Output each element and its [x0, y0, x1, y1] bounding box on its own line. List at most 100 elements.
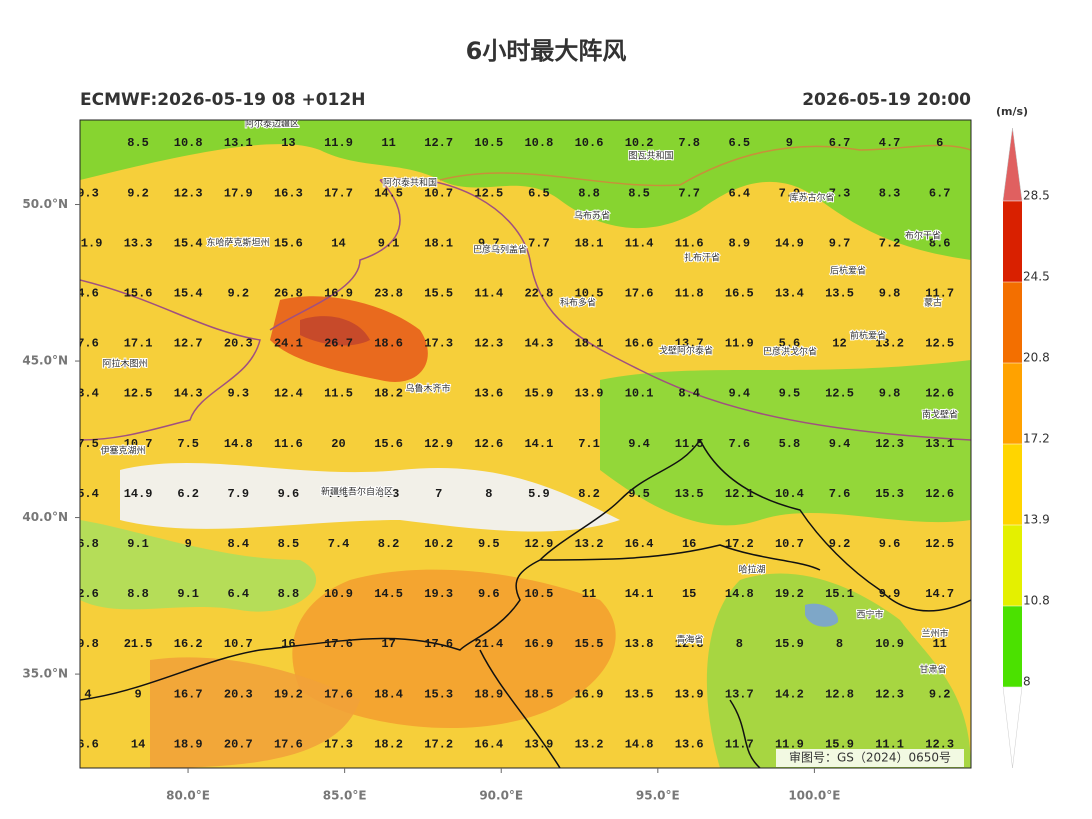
gust-value: 10.2 [424, 537, 453, 551]
map-frame [79, 119, 972, 769]
gust-value: 8.5 [278, 537, 300, 551]
y-tick-label: 35.0°N [22, 667, 68, 681]
gust-value: 12.5 [925, 537, 954, 551]
gust-value: 16.7 [174, 687, 203, 701]
colorbar-segment [1003, 444, 1022, 525]
gust-value: 8 [836, 637, 843, 651]
gust-value: 10.4 [775, 487, 804, 501]
gust-value: 9.7 [829, 236, 851, 250]
gust-value: 9.1 [127, 537, 149, 551]
place-label: 蒙古 [924, 297, 942, 309]
gust-value: 13.9 [575, 387, 604, 401]
subtitle-left: ECMWF:2026-05-19 08 +012H [80, 90, 365, 110]
place-label: 西宁市 [856, 609, 883, 621]
map-field [80, 120, 971, 768]
gust-value: 17.7 [324, 186, 353, 200]
gust-value: 18.5 [524, 687, 553, 701]
gust-value: 10.1 [625, 387, 654, 401]
colorbar-label: 28.5 [1023, 189, 1050, 203]
gust-value: 12.6 [925, 387, 954, 401]
gust-value: 14.5 [374, 186, 403, 200]
gust-value: 16.9 [524, 637, 553, 651]
gust-value: 14.3 [174, 387, 203, 401]
place-label: 布尔干省 [905, 230, 941, 242]
gust-value: 12.5 [825, 387, 854, 401]
gust-value: 17.3 [324, 737, 353, 751]
gust-value: 18.9 [174, 737, 203, 751]
gust-value: 4.7 [879, 136, 901, 150]
place-label: 巴彦洪戈尔省 [763, 346, 817, 358]
gust-value: 12.6 [474, 437, 503, 451]
gust-value: 19.2 [274, 687, 303, 701]
colorbar-label: 8 [1023, 675, 1031, 689]
gust-value: 7.6 [77, 337, 99, 351]
gust-value: 24.1 [274, 337, 303, 351]
gust-value: 17.6 [324, 637, 353, 651]
gust-value: 17.9 [224, 186, 253, 200]
gust-value: 18.2 [374, 737, 403, 751]
gust-value: 18.1 [575, 337, 604, 351]
gust-value: 7.3 [829, 186, 851, 200]
gust-value: 15.6 [374, 437, 403, 451]
x-tick-label: 80.0°E [166, 789, 210, 803]
place-label: 南戈壁省 [922, 409, 958, 421]
gust-value: 6 [936, 136, 943, 150]
gust-value: 11.9 [324, 136, 353, 150]
gust-value: 7.8 [678, 136, 700, 150]
gust-value: 14.1 [524, 437, 553, 451]
gust-value: 11.5 [675, 437, 704, 451]
gust-value: 6.7 [929, 186, 951, 200]
gust-value: 17.6 [324, 687, 353, 701]
place-label: 青海省 [676, 634, 703, 646]
gust-value: 6.4 [227, 587, 249, 601]
gust-value: 18.6 [374, 337, 403, 351]
x-tick-label: 85.0°E [323, 789, 367, 803]
gust-value: 10.9 [875, 637, 904, 651]
gust-value: 16 [682, 537, 696, 551]
place-label: 戈壁阿尔泰省 [659, 345, 713, 357]
place-label: 科布多省 [560, 297, 596, 309]
gust-value: 5.9 [528, 487, 550, 501]
gust-value: 22.8 [524, 286, 553, 300]
place-label: 图瓦共和国 [628, 151, 673, 162]
gust-value: 9.3 [77, 186, 99, 200]
gust-value: 6.4 [728, 186, 750, 200]
gust-value: 9.6 [879, 537, 901, 551]
gust-value: 6.2 [177, 487, 199, 501]
gust-value: 9.5 [628, 487, 650, 501]
gust-value: 9.4 [628, 437, 650, 451]
gust-value: 10.8 [524, 136, 553, 150]
gust-value: 13.2 [875, 337, 904, 351]
gust-value: 13.5 [625, 687, 654, 701]
gust-value: 8.3 [879, 186, 901, 200]
gust-value: 10.5 [474, 136, 503, 150]
gust-value: 9.1 [177, 587, 199, 601]
gust-value: 14.9 [124, 487, 153, 501]
gust-value: 8.9 [728, 236, 750, 250]
gust-value: 11 [932, 637, 946, 651]
colorbar-segment [1003, 525, 1022, 606]
gust-value: 13.6 [474, 387, 503, 401]
y-tick-label: 45.0°N [22, 354, 68, 368]
place-label: 哈拉湖 [738, 564, 765, 576]
gust-value: 9 [134, 687, 141, 701]
gust-value: 10.9 [324, 587, 353, 601]
gust-value: 10.7 [124, 437, 153, 451]
gust-value: 10.6 [575, 136, 604, 150]
gust-value: 15.5 [575, 637, 604, 651]
gust-value: 6.8 [77, 537, 99, 551]
place-label: 前杭爱省 [850, 330, 886, 342]
gust-value: 13.7 [725, 687, 754, 701]
gust-value: 13.6 [675, 737, 704, 751]
gust-value: 8.8 [278, 587, 300, 601]
gust-value: 7.4 [328, 537, 350, 551]
gust-value: 16.6 [625, 337, 654, 351]
gust-value: 6.3 [378, 487, 400, 501]
gust-value: 15.6 [274, 236, 303, 250]
gust-value: 9.2 [929, 687, 951, 701]
gust-value: 7.9 [328, 487, 350, 501]
axes: 80.0°E 85.0°E 90.0°E 95.0°E 100.0°E50.0°N45.… [22, 197, 840, 802]
place-label: 阿尔泰共和国 [383, 177, 437, 189]
gust-value: 20.3 [224, 687, 253, 701]
